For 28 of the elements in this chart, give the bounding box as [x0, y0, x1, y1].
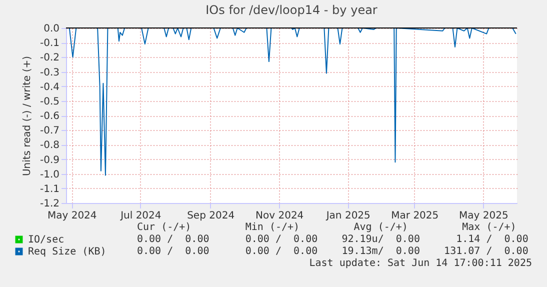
y-tick-label: -0.2	[40, 52, 60, 64]
y-tick-label: -1.2	[40, 198, 60, 210]
text: 0.00 / 0.00 0.00 / 0.00 19.13m/ 0.00 131.07 / 0.00	[137, 246, 528, 257]
y-tick-label: -0.5	[40, 96, 60, 108]
y-axis-title: Units read (-) / write (+)	[22, 56, 33, 176]
y-tick-label: -0.1	[40, 38, 60, 50]
y-tick-label: -0.3	[40, 67, 60, 78]
text: Cur (-/+) Min (-/+) Avg (-/+) Max (-/+)	[137, 222, 516, 233]
legend-label: IO/sec	[28, 234, 64, 246]
text: Last update: Sat Jun 14 17:00:11 2025	[309, 258, 532, 269]
text: 0.00 / 0.00 0.00 / 0.00 92.19u/ 0.00 1.14 / 0.00	[137, 234, 528, 245]
y-tick-label: -0.9	[40, 154, 60, 166]
x-tick-label: Mar 2025	[391, 210, 439, 222]
y-tick-label: -0.8	[40, 140, 60, 152]
y-tick-label: -0.6	[40, 111, 60, 122]
y-tick-label: -0.4	[40, 82, 60, 93]
x-tick-label: Jan 2025	[325, 210, 370, 222]
y-tick-label: 0.0	[44, 24, 60, 34]
x-tick-label: May 2025	[459, 210, 508, 222]
x-tick-label: Sep 2024	[187, 210, 235, 222]
x-tick-label: May 2024	[47, 210, 97, 222]
x-tick-label: Nov 2024	[256, 210, 304, 222]
y-tick-label: -1.0	[40, 169, 60, 180]
legend-label: Req Size (KB)	[28, 246, 106, 258]
y-tick-label: -1.1	[40, 184, 60, 195]
x-tick-label: Jul 2024	[120, 210, 162, 222]
y-tick-label: -0.7	[40, 126, 60, 137]
chart-title: IOs for /dev/loop14 - by year	[206, 3, 378, 17]
